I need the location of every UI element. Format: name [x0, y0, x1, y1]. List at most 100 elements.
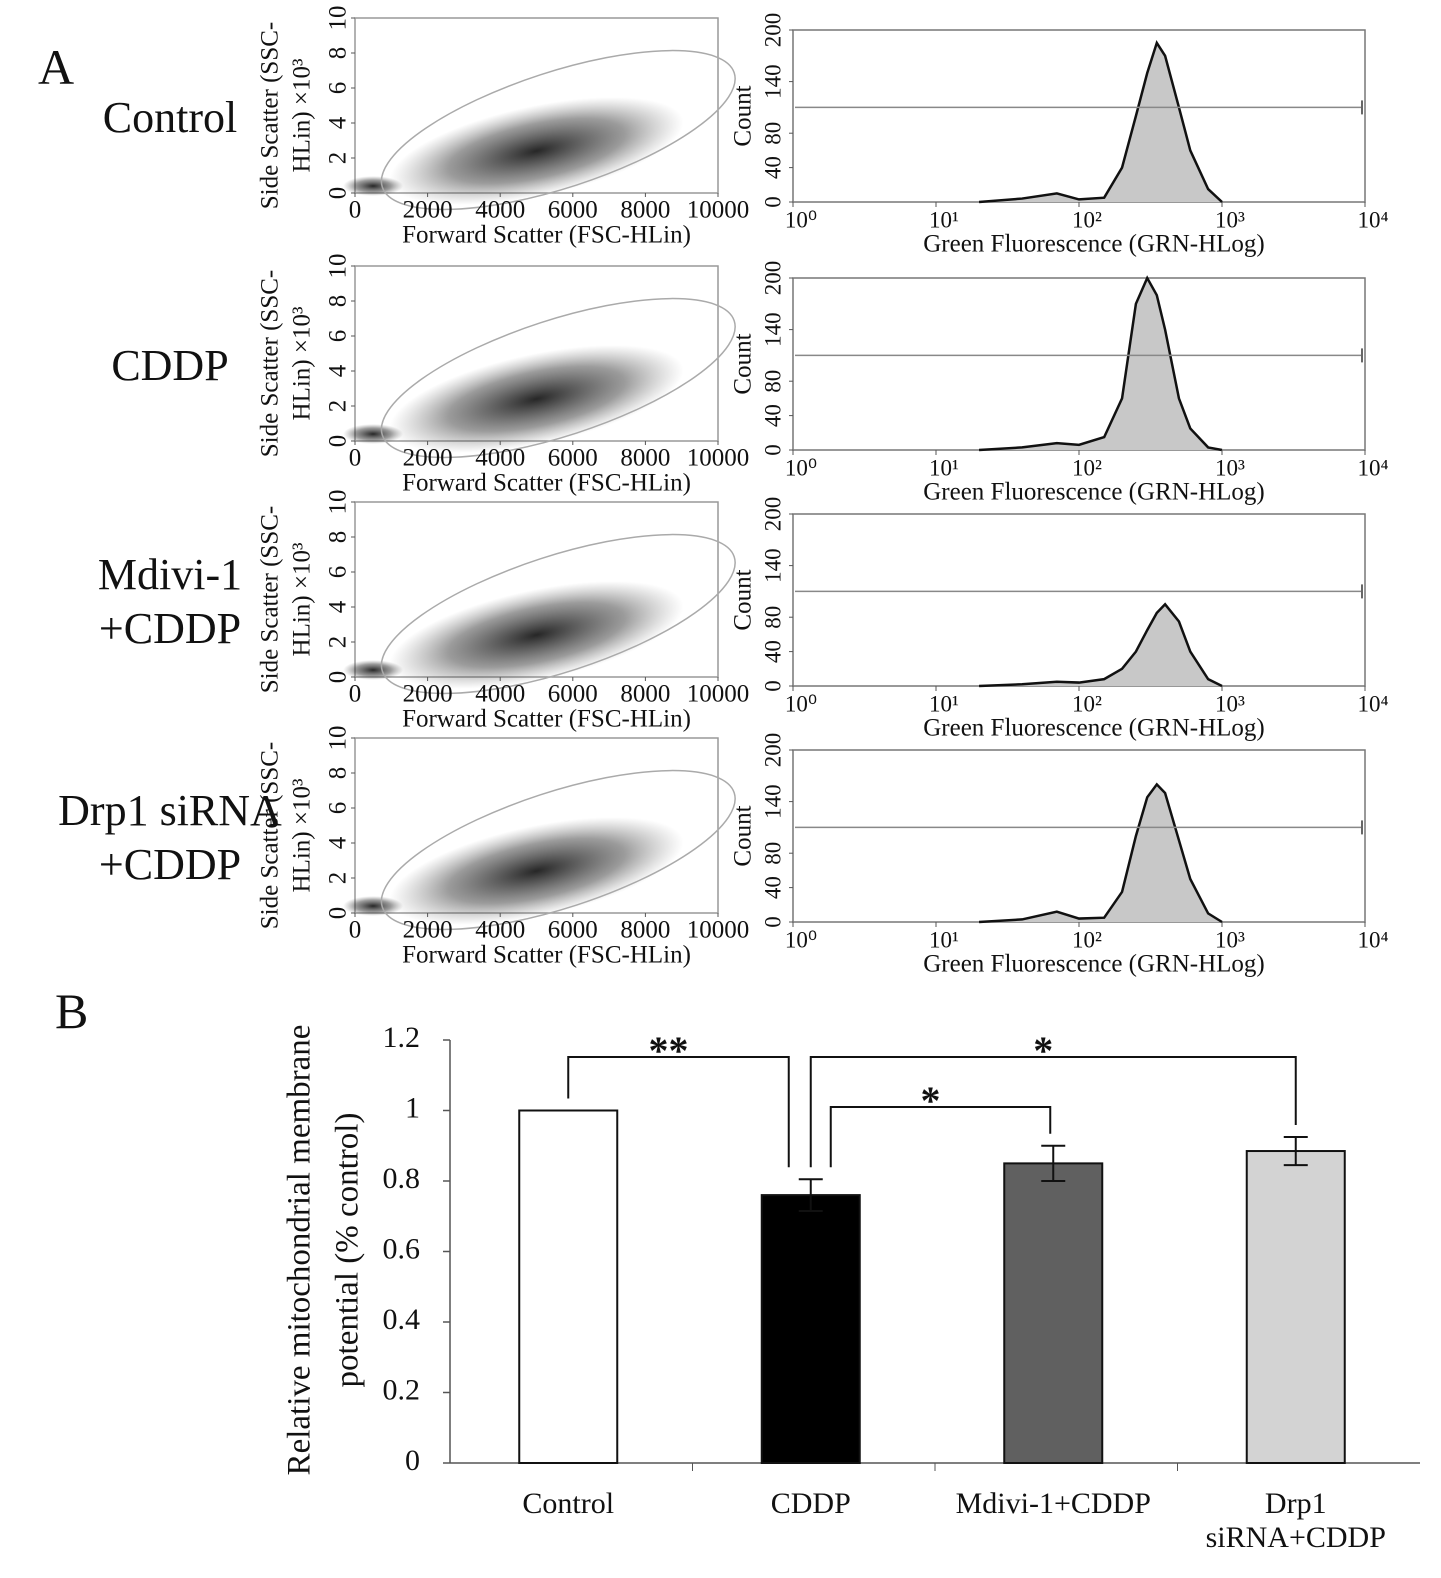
x-tick-label: 10²	[1072, 455, 1102, 480]
y-axis-label: Count	[730, 805, 757, 866]
plot-frame	[792, 29, 1366, 203]
y-tick-label: 0	[405, 1444, 420, 1477]
x-tick-label: 10³	[1215, 691, 1245, 716]
bar	[1003, 1162, 1104, 1464]
x-tick-label: Mdivi-1+CDDP	[955, 1487, 1151, 1520]
histogram-fill	[979, 278, 1222, 450]
x-tick-label: 8000	[620, 681, 670, 708]
x-tick-label: 10⁴	[1357, 455, 1388, 480]
x-tick-label: 10³	[1215, 455, 1245, 480]
x-tick-label: 10³	[1215, 207, 1245, 232]
y-axis-label: HLin) ×10³	[289, 542, 316, 656]
x-tick-label: Drp1 siRNA+CDDP	[1205, 1487, 1386, 1554]
x-tick-label: 0	[349, 197, 362, 224]
y-tick-label: 40	[760, 404, 785, 427]
y-tick-label: 10	[325, 726, 352, 751]
x-tick-label: 10⁴	[1357, 691, 1388, 716]
y-tick-label: 40	[760, 876, 785, 899]
x-tick-label: 0	[349, 445, 362, 472]
significance-label: *	[1033, 1028, 1053, 1073]
x-tick-label: 2000	[403, 681, 453, 708]
x-tick-label: 2000	[403, 445, 453, 472]
significance-label: *	[921, 1078, 941, 1123]
row-label: Mdivi-1 +CDDP	[97, 550, 243, 653]
y-tick-label: 140	[760, 312, 785, 347]
y-tick-label: 0	[325, 907, 352, 920]
x-tick-label: 10⁰	[785, 691, 817, 716]
x-tick-label: 6000	[548, 681, 598, 708]
bar	[518, 1109, 619, 1464]
y-tick-label: 1.2	[383, 1021, 421, 1054]
x-axis-label: Green Fluorescence (GRN-HLog)	[923, 231, 1265, 258]
x-tick-label: 10⁴	[1357, 927, 1388, 952]
y-tick-label: 0	[760, 196, 785, 208]
y-tick-label: 0.4	[383, 1303, 421, 1336]
x-axis-label: Forward Scatter (FSC-HLin)	[402, 222, 691, 249]
y-tick-label: 4	[325, 836, 352, 849]
y-tick-label: 8	[325, 295, 352, 308]
x-tick-label: 10¹	[929, 455, 959, 480]
plot-frame	[792, 513, 1366, 687]
y-tick-label: 80	[760, 370, 785, 393]
y-tick-label: 40	[760, 640, 785, 663]
y-tick-label: 200	[760, 261, 785, 296]
x-tick-label: 10000	[687, 445, 750, 472]
x-tick-label: 10000	[687, 197, 750, 224]
y-axis-label: Count	[730, 85, 757, 146]
y-tick-label: 6	[325, 566, 352, 579]
y-tick-label: 0.2	[383, 1373, 421, 1406]
x-tick-label: 10²	[1072, 691, 1102, 716]
x-tick-label: CDDP	[770, 1487, 851, 1520]
significance-label: **	[649, 1028, 689, 1073]
x-tick-label: 10⁰	[785, 207, 817, 232]
cell-cloud	[389, 345, 684, 453]
x-tick-label: 6000	[548, 445, 598, 472]
y-tick-label: 0.6	[383, 1232, 421, 1265]
y-tick-label: 0	[325, 187, 352, 200]
x-axis-label: Forward Scatter (FSC-HLin)	[402, 942, 691, 969]
debris-cloud	[343, 660, 404, 680]
cell-cloud	[389, 817, 684, 925]
x-tick-label: 10²	[1072, 927, 1102, 952]
x-axis-label: Forward Scatter (FSC-HLin)	[402, 470, 691, 497]
y-tick-label: 80	[760, 842, 785, 865]
x-tick-label: 10¹	[929, 691, 959, 716]
y-tick-label: 10	[325, 6, 352, 31]
y-tick-label: 4	[325, 600, 352, 613]
y-tick-label: 140	[760, 548, 785, 583]
row-label: CDDP	[111, 341, 229, 390]
y-tick-label: 2	[325, 400, 352, 413]
histogram-line	[978, 782, 1223, 924]
debris-cloud	[343, 896, 404, 916]
y-tick-label: 1	[405, 1091, 420, 1124]
y-tick-label: 10	[325, 490, 352, 515]
debris-cloud	[343, 424, 404, 444]
histogram-fill	[979, 784, 1222, 922]
significance-bracket	[809, 1056, 1297, 1168]
histogram-fill	[979, 604, 1222, 686]
y-tick-label: 140	[760, 784, 785, 819]
y-tick-label: 8	[325, 767, 352, 780]
y-axis-label: HLin) ×10³	[289, 778, 316, 892]
y-axis-label: HLin) ×10³	[289, 58, 316, 172]
histogram-line	[978, 602, 1223, 688]
y-axis-label: HLin) ×10³	[289, 306, 316, 420]
x-tick-label: 10⁰	[785, 455, 817, 480]
x-tick-label: 6000	[548, 197, 598, 224]
y-tick-label: 0	[760, 680, 785, 692]
cell-cloud	[389, 581, 684, 689]
row-label: Drp1 siRNA +CDDP	[58, 786, 282, 889]
x-tick-label: 10⁰	[785, 927, 817, 952]
x-axis-label: Green Fluorescence (GRN-HLog)	[923, 715, 1265, 742]
x-axis-label: Green Fluorescence (GRN-HLog)	[923, 951, 1265, 978]
x-tick-label: 2000	[403, 197, 453, 224]
x-tick-label: 4000	[475, 917, 525, 944]
significance-bracket	[567, 1056, 790, 1168]
x-tick-label: 10000	[687, 681, 750, 708]
y-tick-label: 6	[325, 330, 352, 343]
y-tick-label: 6	[325, 82, 352, 95]
histogram-line	[978, 39, 1223, 204]
gate	[380, 533, 736, 695]
x-tick-label: 10000	[687, 917, 750, 944]
